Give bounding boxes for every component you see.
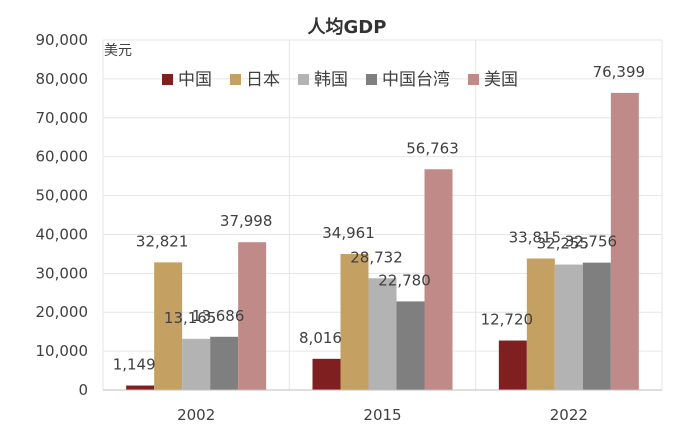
data-label: 12,720: [481, 311, 534, 329]
x-axis: 2002 2015 2022: [103, 389, 662, 424]
data-label: 13,165: [164, 309, 217, 327]
legend-swatch: [468, 74, 479, 85]
y-tick-label: 50,000: [36, 187, 89, 205]
legend-label: 韩国: [314, 70, 348, 90]
legend-label: 中国: [178, 70, 212, 90]
y-tick-label: 20,000: [36, 303, 89, 321]
bar: [154, 262, 183, 390]
x-tick-label: 2002: [177, 406, 215, 424]
legend-label: 美国: [484, 70, 518, 90]
data-label: 13,686: [192, 307, 245, 325]
bar: [554, 264, 583, 390]
chart-title: 人均GDP: [308, 16, 387, 38]
data-label: 28,732: [350, 248, 403, 266]
bar: [182, 338, 211, 390]
y-tick-label: 40,000: [36, 225, 89, 243]
legend-swatch: [230, 74, 241, 85]
bar: [610, 92, 639, 391]
data-label: 1,149: [113, 356, 156, 374]
bar: [526, 258, 555, 390]
bar: [312, 358, 341, 390]
gridlines: [102, 39, 663, 390]
bar: [424, 169, 453, 390]
legend-swatch: [162, 74, 173, 85]
bar: [368, 278, 397, 390]
data-label: 8,016: [299, 329, 342, 347]
data-label: 33,815: [509, 228, 562, 246]
bar-series: [126, 92, 639, 391]
y-tick-label: 60,000: [36, 148, 89, 166]
data-label: 22,780: [378, 271, 431, 289]
y-tick-label: 0: [78, 381, 88, 399]
y-tick-label: 80,000: [36, 70, 89, 88]
legend-label: 日本: [246, 70, 280, 90]
y-tick-label: 10,000: [36, 342, 89, 360]
data-label: 56,763: [406, 139, 459, 157]
bar: [582, 262, 611, 390]
data-label: 37,998: [220, 212, 273, 230]
bar: [396, 301, 425, 390]
bar: [210, 336, 239, 390]
data-label: 32,255: [537, 235, 590, 253]
data-label: 32,821: [136, 232, 189, 250]
legend-label: 中国台湾: [382, 70, 450, 90]
y-tick-label: 70,000: [36, 109, 89, 127]
y-tick-label: 30,000: [36, 264, 89, 282]
data-label: 32,756: [565, 233, 618, 251]
bar: [238, 242, 267, 390]
legend-swatch: [366, 74, 377, 85]
y-unit-label: 美元: [104, 43, 132, 59]
data-label: 76,399: [593, 63, 646, 81]
data-label: 34,961: [322, 224, 375, 242]
legend-swatch: [298, 74, 309, 85]
bar: [340, 254, 369, 390]
legend: 中国 日本 韩国 中国台湾 美国: [162, 70, 518, 90]
bar: [498, 340, 527, 390]
y-axis: 0 10,000 20,000 30,000 40,000 50,000 60,000 70,…: [36, 31, 89, 399]
x-tick-label: 2015: [363, 406, 401, 424]
y-tick-label: 90,000: [36, 31, 89, 49]
bar: [126, 385, 155, 390]
x-tick-label: 2022: [550, 406, 588, 424]
